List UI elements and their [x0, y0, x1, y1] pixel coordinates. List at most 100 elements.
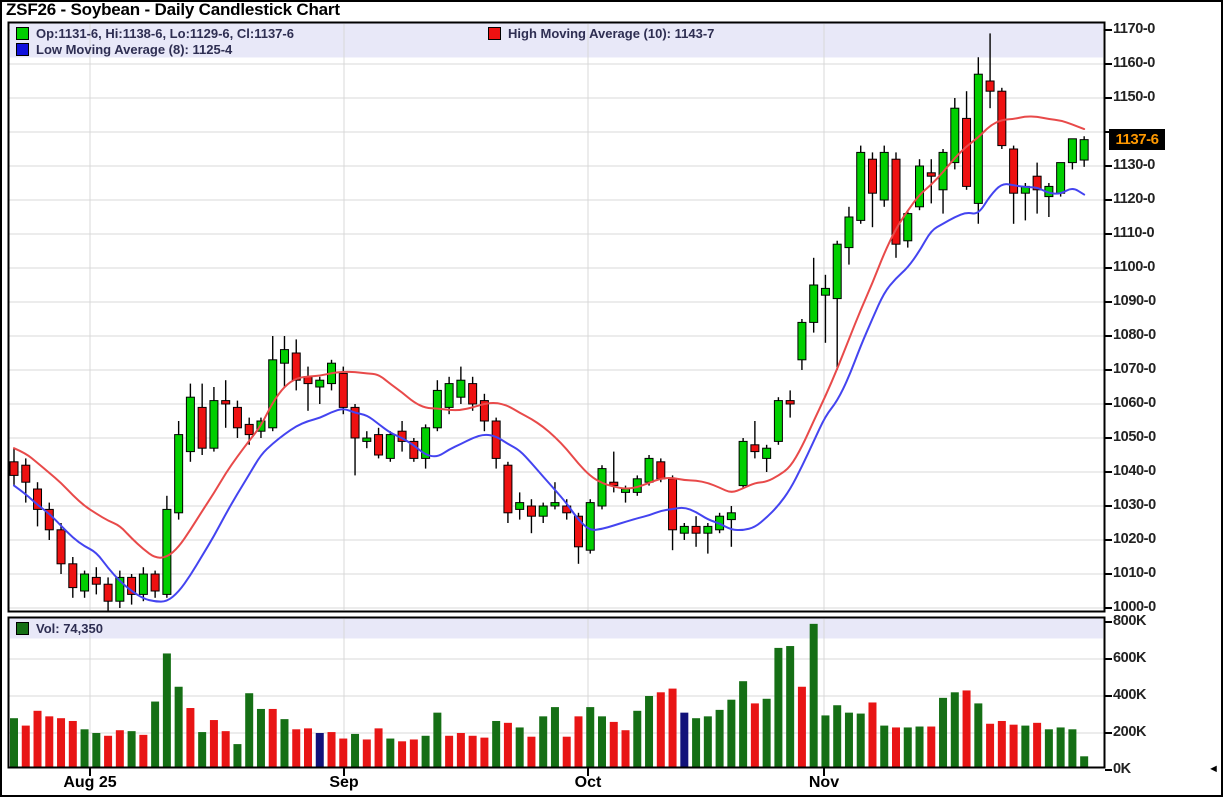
volume-bar: [539, 716, 548, 768]
volume-bar: [351, 733, 360, 768]
volume-bar: [574, 716, 583, 768]
volume-swatch-icon: [16, 622, 29, 635]
volume-bar: [292, 729, 301, 768]
legend-low-ma: Low Moving Average (8): 1125-4: [16, 42, 232, 57]
price-axis-label: 1090-0: [1113, 293, 1156, 309]
candle: [350, 406, 360, 439]
volume-bar: [609, 721, 618, 768]
volume-bar: [974, 703, 983, 768]
volume-bar: [844, 712, 853, 768]
candle: [162, 508, 172, 595]
volume-bar: [92, 733, 101, 768]
candle: [644, 457, 654, 483]
candle: [750, 444, 760, 453]
volume-axis-label: 400K: [1113, 687, 1147, 703]
volume-bar: [1068, 729, 1077, 768]
ohlc-swatch-icon: [16, 27, 29, 40]
volume-bar: [927, 726, 936, 768]
candle: [832, 243, 842, 300]
volume-bar: [750, 703, 759, 768]
volume-axis-label: 600K: [1113, 650, 1147, 666]
volume-axis-label: 800K: [1113, 613, 1147, 629]
candle: [1056, 162, 1066, 194]
candle: [315, 379, 325, 388]
volume-bar: [962, 690, 971, 768]
candle: [138, 573, 148, 595]
price-axis-label: 1060-0: [1113, 395, 1156, 411]
candle: [491, 420, 501, 459]
volume-bar: [151, 701, 160, 768]
volume-bar: [433, 712, 442, 768]
high-ma-line: [13, 115, 1086, 559]
candle: [80, 573, 90, 592]
volume-bar: [68, 720, 77, 768]
candle: [856, 151, 866, 221]
candle: [973, 73, 983, 204]
volume-bar: [45, 716, 54, 768]
candle: [621, 488, 631, 493]
volume-bar: [174, 686, 183, 768]
low-ma-swatch-icon: [16, 43, 29, 56]
candle: [232, 406, 242, 429]
price-axis-label: 1100-0: [1113, 259, 1155, 275]
volume-bar: [374, 728, 383, 768]
volume-bar: [445, 735, 454, 768]
price-axis-label: 1020-0: [1113, 531, 1156, 547]
volume-bar: [233, 744, 242, 768]
candle: [879, 151, 889, 201]
candle: [91, 576, 101, 585]
x-axis-month-label: Aug 25: [63, 774, 117, 791]
volume-bar: [656, 692, 665, 768]
volume-bar: [1033, 722, 1042, 768]
volume-bar: [774, 647, 783, 768]
legend-low-ma-label: Low Moving Average (8): 1125-4: [36, 42, 233, 57]
scroll-left-icon[interactable]: ◄: [1208, 763, 1219, 775]
candle: [1067, 138, 1077, 164]
candle: [503, 464, 513, 514]
candle: [68, 563, 78, 589]
candle: [1032, 175, 1042, 191]
volume-bar: [715, 709, 724, 768]
legend-high-ma-label: High Moving Average (10): 1143-7: [508, 26, 715, 41]
candle: [985, 80, 995, 92]
candle: [962, 117, 972, 187]
volume-bar: [680, 712, 689, 768]
candle: [268, 359, 278, 429]
candle: [21, 464, 31, 483]
candle: [33, 488, 43, 510]
volume-bar: [468, 735, 477, 768]
candle: [797, 321, 807, 361]
volume-bar: [786, 646, 795, 768]
candle: [209, 400, 219, 449]
x-axis-month-label: Nov: [808, 774, 840, 791]
candle: [903, 213, 913, 242]
volume-bar: [868, 702, 877, 768]
volume-bar: [833, 705, 842, 768]
volume-bar: [727, 699, 736, 768]
candle: [409, 440, 419, 459]
candle: [338, 372, 348, 408]
price-axis-label: 1170-0: [1113, 21, 1155, 37]
volume-axis-label: 0K: [1113, 761, 1131, 777]
volume-bar: [409, 739, 418, 768]
volume-bar: [527, 736, 536, 768]
volume-bar: [562, 736, 571, 768]
volume-bar: [645, 696, 654, 768]
volume-bar: [809, 623, 818, 768]
candle: [197, 406, 207, 449]
volume-bar: [997, 720, 1006, 768]
price-axis-label: 1040-0: [1113, 463, 1156, 479]
volume-bar: [280, 719, 289, 768]
candle: [526, 505, 536, 517]
volume-bar: [268, 708, 277, 768]
candle: [762, 447, 772, 459]
price-axis-label: 1160-0: [1113, 55, 1155, 71]
volume-bar: [127, 731, 136, 768]
volume-bar: [315, 733, 324, 768]
candle: [538, 505, 548, 517]
volume-bar: [515, 727, 524, 768]
volume-bar: [797, 686, 806, 768]
price-axis-label: 1150-0: [1113, 89, 1155, 105]
candle: [150, 573, 160, 592]
